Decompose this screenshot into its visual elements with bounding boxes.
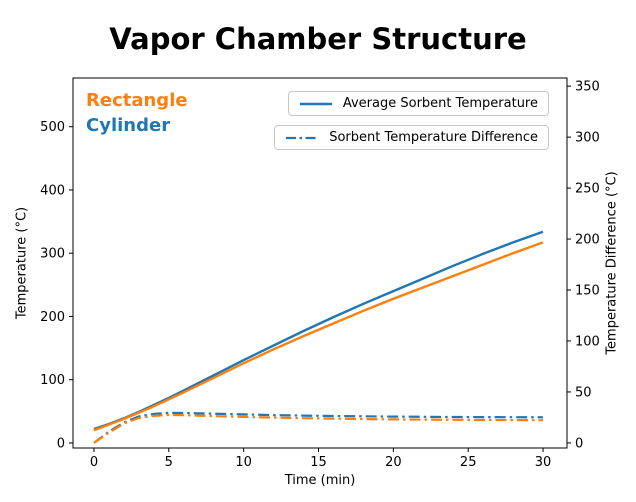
y-right-tick-label: 350	[575, 80, 600, 95]
legend-label-average-sorbent-temperature: Average Sorbent Temperature	[342, 96, 538, 111]
legend-line-solid-icon	[299, 102, 332, 105]
plot-spines	[72, 77, 568, 449]
x-tick-label: 30	[535, 455, 552, 470]
series-cylinder-temp-diff	[93, 411, 544, 444]
legend-label-sorbent-temperature-difference: Sorbent Temperature Difference	[329, 130, 538, 145]
x-tick-label: 0	[90, 455, 98, 470]
y-axis-title-right: Temperature Difference (°C)	[604, 171, 620, 355]
legend-line-dashdot-icon	[286, 136, 319, 139]
series-rectangle-temp-diff	[93, 413, 544, 444]
y-left-tick-label: 300	[40, 247, 65, 262]
annotation-rectangle: Rectangle	[86, 90, 188, 111]
y-left-tick-label: 0	[57, 436, 65, 451]
legend-average-sorbent-temperature: Average Sorbent Temperature	[287, 91, 549, 116]
y-right-tick-label: 250	[575, 182, 600, 197]
x-tick-label: 15	[310, 455, 327, 470]
y-right-tick-label: 150	[575, 284, 600, 299]
x-axis-title: Time (min)	[284, 473, 356, 488]
y-right-tick-label: 100	[575, 334, 600, 349]
annotation-cylinder: Cylinder	[86, 115, 171, 136]
chart-title: Vapor Chamber Structure	[109, 22, 527, 56]
y-left-tick-label: 200	[40, 310, 65, 325]
y-left-tick-label: 100	[40, 373, 65, 388]
y-right-tick-label: 0	[575, 436, 583, 451]
y-axis-title-left: Temperature (°C)	[14, 206, 30, 320]
x-tick-label: 5	[165, 455, 173, 470]
y-right-tick-label: 300	[575, 131, 600, 146]
x-tick-label: 10	[235, 455, 252, 470]
legend-sorbent-temperature-difference: Sorbent Temperature Difference	[274, 125, 549, 150]
y-right-tick-label: 50	[575, 385, 592, 400]
y-right-tick-label: 200	[575, 233, 600, 248]
y-left-tick-label: 400	[40, 183, 65, 198]
y-left-tick-label: 500	[40, 120, 65, 135]
x-tick-label: 20	[385, 455, 402, 470]
series-rectangle-avg-temp	[93, 241, 544, 432]
x-tick-label: 25	[460, 455, 477, 470]
